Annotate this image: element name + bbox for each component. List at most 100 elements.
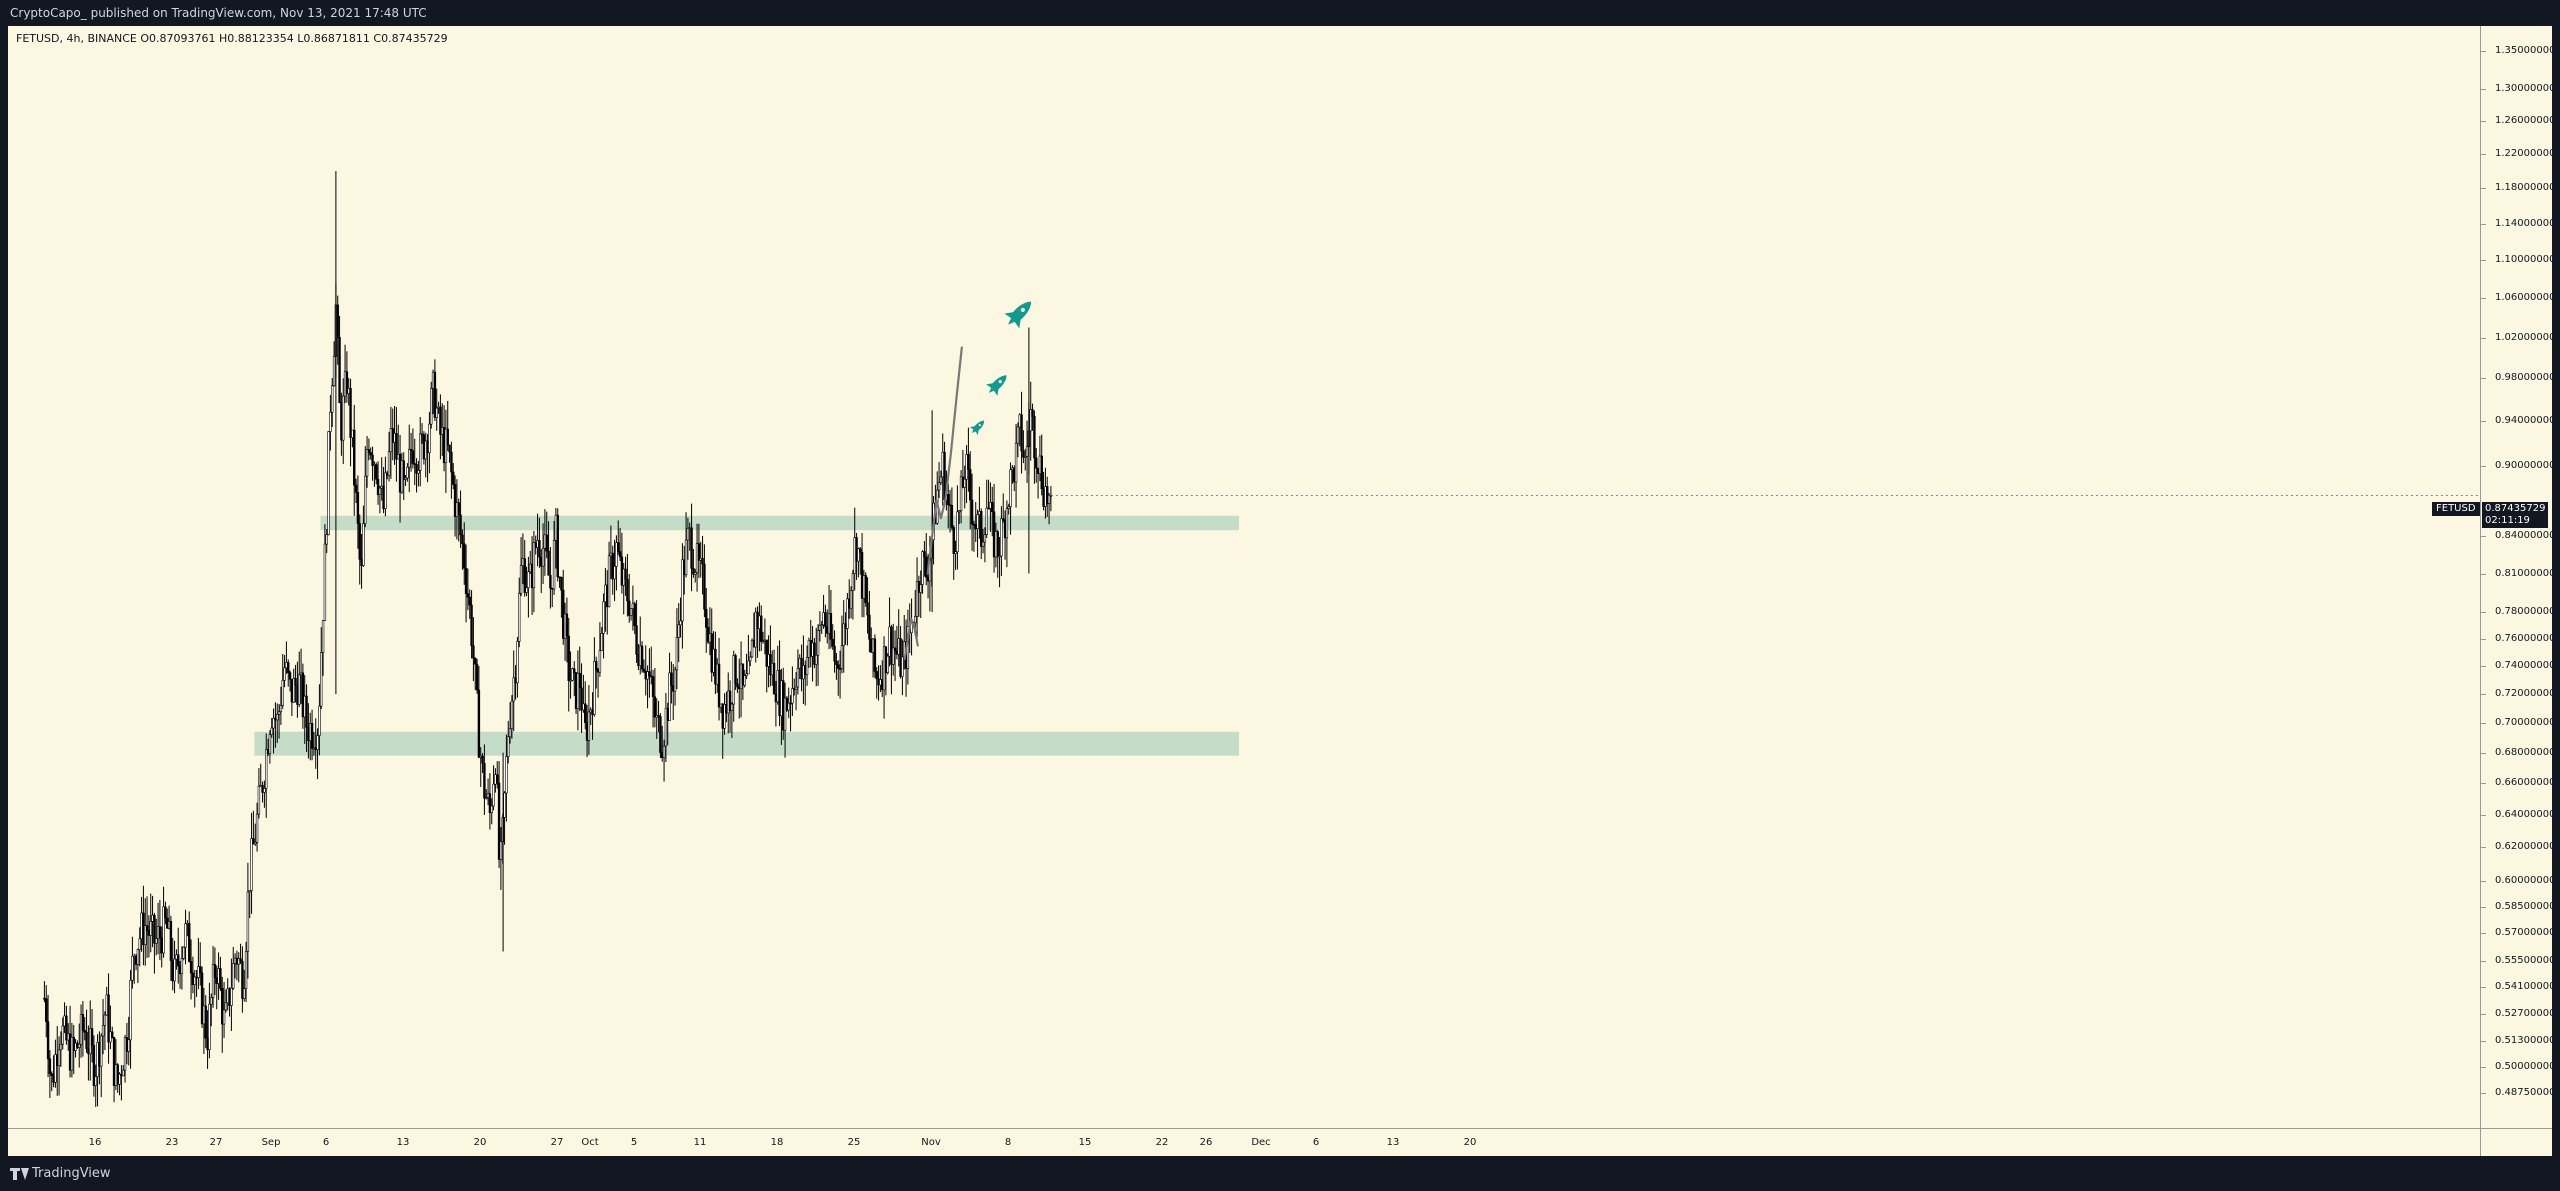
candle-body <box>189 961 193 974</box>
candle-body <box>536 540 539 548</box>
candle-body <box>842 623 845 646</box>
time-tick-label: 16 <box>88 1137 102 1148</box>
candle-body <box>778 669 781 717</box>
candle <box>545 511 548 559</box>
candle-body <box>959 476 963 512</box>
candle-body <box>411 450 415 464</box>
time-axis[interactable]: 16 23 27 Sep 6 13 20 27 Oct 5 11 18 25 Nov 8 15 22 26 Dec 6… <box>8 1128 2480 1156</box>
tradingview-brand[interactable]: TradingView <box>10 1166 111 1181</box>
candle-body <box>134 955 138 965</box>
last-price-tag: 0.87435729 02:11:19 <box>2482 502 2548 528</box>
candle <box>870 627 873 653</box>
candle <box>970 473 974 551</box>
candle-body <box>813 642 816 665</box>
price-tick-mark <box>2481 337 2486 339</box>
candle-body <box>642 668 646 672</box>
candle <box>380 457 383 501</box>
candle <box>171 938 174 991</box>
candle-body <box>651 676 655 698</box>
candle <box>244 941 248 1003</box>
candle <box>574 672 578 714</box>
candle <box>166 908 169 929</box>
candle-body <box>239 958 242 962</box>
chart-plot-area[interactable] <box>8 26 2480 1128</box>
candlestick-chart[interactable] <box>8 26 2480 1128</box>
candle-body <box>237 958 240 965</box>
candle <box>593 637 596 717</box>
candle-body <box>52 1075 55 1083</box>
candle-body <box>969 469 972 501</box>
candle-body <box>694 572 697 575</box>
candle-body <box>147 930 151 936</box>
candle <box>668 652 671 722</box>
candle-body <box>474 657 477 665</box>
price-tick-mark <box>2481 694 2486 696</box>
ohlc-legend: FETUSD, 4h, BINANCE O0.87093761 H0.88123… <box>16 32 448 45</box>
candle-body <box>761 640 765 643</box>
candle-body <box>415 464 418 474</box>
candle-body <box>512 677 515 702</box>
candle <box>778 640 781 727</box>
candle-body <box>593 661 596 715</box>
candle-body <box>76 1042 79 1048</box>
candle-body <box>963 478 966 488</box>
candle <box>255 802 259 852</box>
candle <box>204 995 207 1049</box>
candle-body <box>840 645 844 669</box>
candle-body <box>43 997 46 1000</box>
candle <box>699 541 702 578</box>
candle <box>294 664 297 703</box>
candle <box>732 650 735 722</box>
candle-body <box>950 505 954 528</box>
candle <box>859 546 862 575</box>
candle-body <box>690 527 693 569</box>
candle <box>523 540 526 597</box>
candle <box>919 570 922 619</box>
price-axis[interactable]: 1.35000000 1.30000000 1.26000000 1.22000000… <box>2480 26 2555 1128</box>
price-tick-mark <box>2481 906 2486 908</box>
candle-body <box>446 428 449 446</box>
candle-body <box>430 388 433 425</box>
candle-body <box>248 890 251 893</box>
candle-body <box>466 593 470 598</box>
candle-body <box>230 987 233 1006</box>
candle-body <box>981 541 985 547</box>
candle-body <box>210 997 213 1005</box>
candle <box>389 406 393 479</box>
candle <box>191 956 195 994</box>
candle-body <box>631 603 635 609</box>
candle-body <box>252 838 255 845</box>
candle <box>923 541 926 577</box>
candle-body <box>360 559 363 566</box>
candle <box>1049 486 1053 512</box>
candle-body <box>85 1031 88 1050</box>
candle-body <box>114 1064 118 1086</box>
candle <box>547 521 550 576</box>
candle <box>50 1071 53 1092</box>
candle <box>131 936 134 989</box>
candle-body <box>219 968 222 989</box>
candle <box>92 1035 96 1097</box>
candle <box>48 1050 52 1098</box>
candle-body <box>816 630 820 656</box>
candle-body <box>395 433 398 460</box>
candle <box>296 661 299 718</box>
candle <box>347 377 350 406</box>
price-tick-mark <box>2481 89 2486 91</box>
candle-body <box>994 531 998 558</box>
candle-body <box>805 657 809 675</box>
candle <box>604 567 607 632</box>
candle <box>516 636 519 698</box>
candle-body <box>180 958 184 975</box>
candle-body <box>901 656 904 677</box>
candle <box>873 634 877 678</box>
candle-body <box>629 608 633 616</box>
candle-body <box>521 558 525 566</box>
candle <box>237 952 240 983</box>
candle <box>349 378 352 467</box>
candle-body <box>760 615 763 643</box>
candle-body <box>144 925 147 946</box>
candle <box>892 623 895 676</box>
candle-body <box>277 711 281 715</box>
candle-body <box>349 388 352 438</box>
